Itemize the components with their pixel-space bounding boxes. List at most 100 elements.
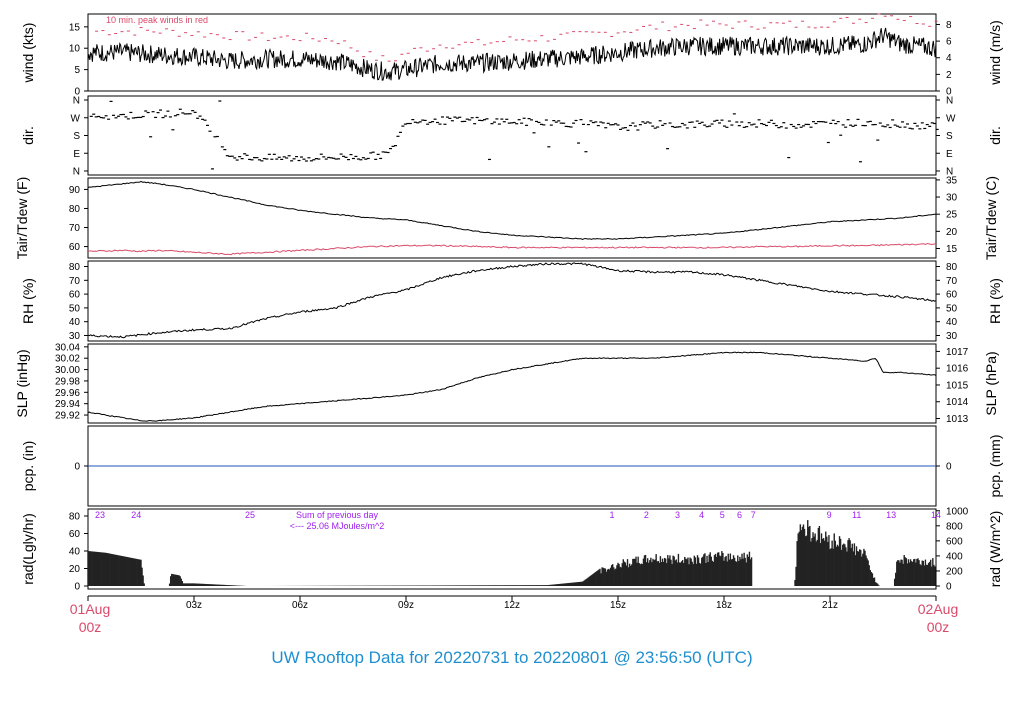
rh-left-tick-label: 60: [69, 290, 81, 301]
rad-hour-label: 7: [751, 510, 756, 520]
temp-left-tick-label: 70: [69, 223, 81, 234]
rad-hour-label: 25: [245, 510, 255, 520]
rad-left-tick-label: 40: [69, 547, 81, 558]
rh-right-tick-label: 40: [946, 317, 958, 328]
rad-left-tick-label: 60: [69, 529, 81, 540]
start-hour-label: 00z: [79, 619, 102, 635]
pcp-right-axis-label: pcp. (mm): [987, 435, 1003, 498]
rh-frame: [87, 260, 937, 342]
rad-hour-label: 1: [609, 510, 614, 520]
dir-left-tick-label: E: [73, 149, 80, 160]
wind-left-tick-label: 5: [74, 65, 80, 76]
rad-frame: [87, 508, 937, 590]
rh-panel: RH (%) RH (%) 30 40 50 60 70 80 30 40 50 60 70 80: [20, 260, 1003, 342]
wind-panel: wind (kts) wind (m/s) 0 5 10 15 0 2 4 6 8 10 min. p…: [20, 13, 1003, 98]
slp-left-tick-label: 30.02: [55, 354, 80, 365]
rad-left-tick-label: 80: [69, 512, 81, 523]
rh-right-tick-label: 60: [946, 290, 958, 301]
start-date-label: 01Aug: [70, 601, 110, 617]
slp-left-tick-label: 30.04: [55, 342, 80, 353]
pcp-left-tick-label: 0: [74, 462, 80, 473]
rad-sum-label: Sum of previous day: [296, 510, 379, 520]
time-axis-tick-label: 12z: [504, 600, 520, 611]
temp-right-tick-label: 15: [946, 244, 958, 255]
rh-left-tick-label: 30: [69, 331, 81, 342]
wind-right-tick-label: 6: [946, 37, 952, 48]
temp-left-tick-label: 80: [69, 204, 81, 215]
wind-right-axis-label: wind (m/s): [987, 20, 1003, 86]
temp-right-tick-label: 30: [946, 193, 958, 204]
rad-hour-label: 6: [737, 510, 742, 520]
temp-panel: Tair/Tdew (F) Tair/Tdew (C) 60 70 80 90 15 20 25…: [14, 175, 999, 260]
rad-right-axis-label: rad (W/m^2): [987, 511, 1003, 588]
dewpoint-line: [87, 242, 937, 256]
wind-frame: [87, 13, 937, 92]
wind-peak-note: 10 min. peak winds in red: [106, 15, 208, 25]
rh-left-tick-label: 50: [69, 303, 81, 314]
time-axis-tick-label: 18z: [716, 600, 732, 611]
slp-right-tick-label: 1014: [946, 397, 969, 408]
rh-right-tick-label: 70: [946, 276, 958, 287]
rad-hour-label: 5: [720, 510, 725, 520]
wind-left-tick-label: 0: [74, 87, 80, 98]
dir-right-tick-label: N: [946, 167, 953, 178]
dir-left-axis-label: dir.: [20, 126, 36, 145]
end-date-label: 02Aug: [918, 601, 958, 617]
rh-left-axis-label: RH (%): [20, 278, 36, 324]
time-axis-tick-label: 21z: [822, 600, 838, 611]
rad-right-tick-label: 200: [946, 566, 963, 577]
chart-title: UW Rooftop Data for 20220731 to 20220801…: [271, 648, 753, 667]
temp-right-tick-label: 35: [946, 175, 958, 186]
rad-hour-label: 3: [675, 510, 680, 520]
rad-hour-label: 24: [131, 510, 141, 520]
rh-right-tick-label: 80: [946, 262, 958, 273]
wind-right-tick-label: 4: [946, 53, 952, 64]
rad-right-tick-label: 1000: [946, 506, 969, 517]
slp-left-axis-label: SLP (inHg): [14, 349, 30, 417]
slp-panel: SLP (inHg) SLP (hPa)29.9229.9429.9629.983…: [14, 342, 999, 425]
wind-right-tick-label: 0: [946, 87, 952, 98]
slp-right-tick-label: 1017: [946, 347, 969, 358]
rh-left-tick-label: 80: [69, 262, 81, 273]
rh-line: [87, 262, 937, 339]
slp-left-tick-label: 30.00: [55, 365, 80, 376]
temp-left-tick-label: 60: [69, 242, 81, 253]
dir-left-tick-label: N: [73, 167, 80, 178]
pcp-right-tick-label: 0: [946, 462, 952, 473]
rh-left-tick-label: 70: [69, 276, 81, 287]
time-axis-tick-label: 09z: [398, 600, 414, 611]
slp-right-tick-label: 1016: [946, 364, 969, 375]
slp-left-tick-label: 29.92: [55, 411, 80, 422]
rad-sum-value: <--- 25.06 MJoules/m^2: [290, 521, 385, 531]
dir-left-tick-label: S: [73, 131, 80, 142]
dir-left-tick-label: W: [71, 113, 81, 124]
temp-right-axis-label: Tair/Tdew (C): [983, 176, 999, 260]
end-hour-label: 00z: [927, 619, 950, 635]
dir-right-axis-label: dir.: [987, 126, 1003, 145]
rad-panel: rad(Lgly/hr) rad (W/m^2)02040608002004006…: [20, 506, 1003, 592]
rh-left-tick-label: 40: [69, 317, 81, 328]
rad-hour-label: 11: [852, 510, 861, 520]
rh-right-axis-label: RH (%): [987, 278, 1003, 324]
rad-hour-label: 4: [699, 510, 704, 520]
dir-right-tick-label: E: [946, 149, 953, 160]
pcp-panel: pcp. (in) pcp. (mm) 0 0: [20, 425, 1003, 507]
rad-right-tick-label: 800: [946, 521, 963, 532]
rh-right-tick-label: 30: [946, 331, 958, 342]
time-axis-tick-label: 06z: [292, 600, 308, 611]
slp-left-tick-label: 29.96: [55, 388, 80, 399]
dir-right-tick-label: N: [946, 96, 953, 107]
rad-hour-label: 2: [644, 510, 649, 520]
slp-right-tick-label: 1015: [946, 380, 969, 391]
slp-left-tick-label: 29.94: [55, 399, 80, 410]
slp-line: [87, 351, 937, 422]
air-temp-line: [87, 180, 936, 240]
time-axis-tick-label: 15z: [610, 600, 626, 611]
temp-left-tick-label: 90: [69, 185, 81, 196]
rh-right-tick-label: 50: [946, 303, 958, 314]
slp-right-axis-label: SLP (hPa): [983, 351, 999, 415]
rad-right-tick-label: 0: [946, 582, 952, 593]
